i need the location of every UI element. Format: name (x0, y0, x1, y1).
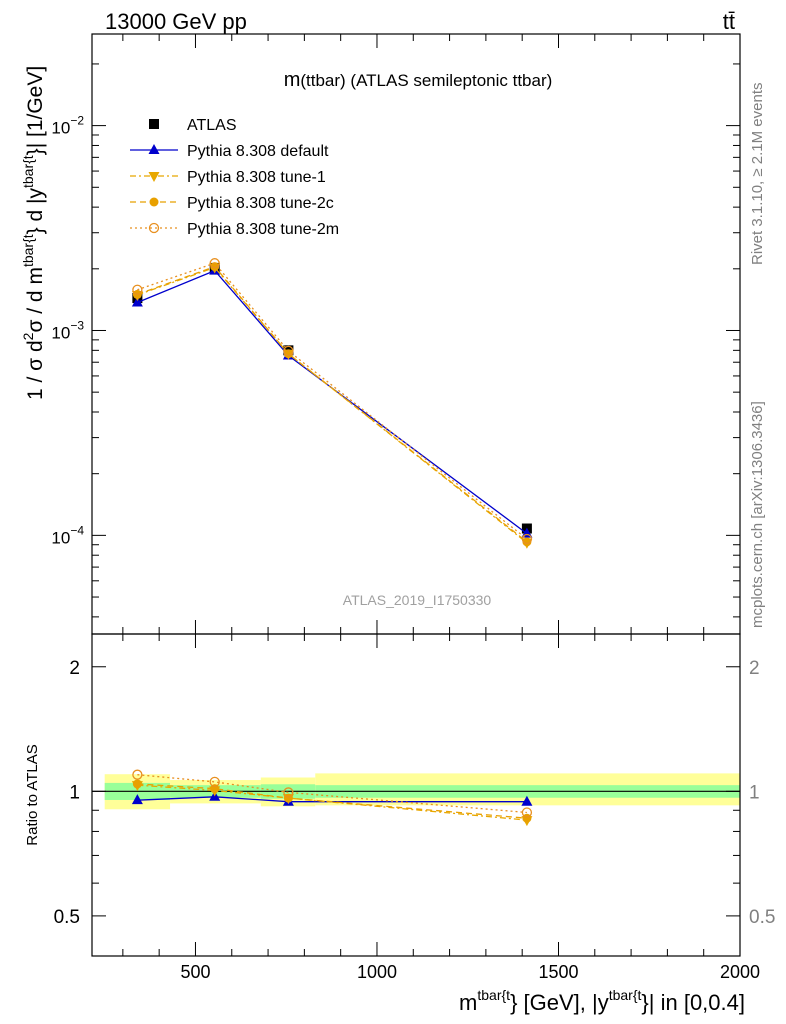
ratio-point (132, 779, 142, 789)
ratio-point (283, 787, 294, 798)
ratio-tick-label-right: 2 (749, 658, 760, 679)
legend: ATLAS Pythia 8.308 default Pythia 8.308 … (130, 117, 339, 238)
y-tick-label: 10−3 (51, 318, 84, 342)
x-tick-label: 2000 (720, 962, 760, 982)
ratio-uncertainty-bands (92, 773, 740, 810)
plot-title: m(ttbar) (ATLAS semileptonic ttbar) (284, 69, 553, 91)
series-line (137, 265, 528, 543)
x-tick-label: 500 (180, 962, 210, 982)
ratio-series-line (137, 784, 527, 821)
data-point (521, 533, 533, 545)
legend-marker-shape (148, 222, 160, 234)
data-point (283, 345, 294, 357)
data-point (283, 349, 293, 359)
data-point (210, 262, 220, 272)
ratio-tick-label-right: 1 (749, 782, 760, 803)
ratio-point (209, 776, 220, 788)
mcplots-label: mcplots.cern.ch [arXiv:1306.3436] (749, 401, 766, 628)
process-label: tt̄ (723, 9, 735, 34)
x-tick-label: 1500 (538, 962, 578, 982)
x-tick-label: 1000 (357, 962, 397, 982)
series-line (137, 266, 528, 544)
y-tick-label: 10−2 (51, 114, 84, 138)
ratio-point (131, 794, 143, 805)
ratio-tick-label: 1 (69, 782, 80, 803)
y-tick-exponent: −4 (70, 523, 84, 537)
y-axis-label: 1 / σ d2σ / d mtbar{t} d |ytbar{t}| [1/G… (20, 66, 47, 400)
legend-label-tune-2m: Pythia 8.308 tune-2m (187, 221, 339, 238)
legend-marker-tune-2c (149, 197, 159, 207)
y-tick-label: 10−4 (51, 523, 84, 547)
legend-marker-shape (149, 197, 159, 207)
ratio-series-line (137, 783, 527, 819)
legend-entry-tune-2m: Pythia 8.308 tune-2m (130, 221, 339, 238)
y-tick-exponent: −3 (70, 318, 84, 332)
legend-marker-default (148, 144, 160, 154)
legend-entry-atlas: ATLAS (149, 117, 237, 134)
legend-entry-tune-1: Pythia 8.308 tune-1 (130, 169, 326, 186)
legend-marker-atlas (149, 119, 159, 129)
y-tick-exponent: −2 (70, 114, 84, 128)
legend-marker-shape (148, 172, 160, 182)
ratio-point (132, 769, 143, 780)
ratio-point (521, 795, 533, 806)
legend-label-default: Pythia 8.308 default (187, 143, 329, 160)
legend-entry-default: Pythia 8.308 default (130, 143, 329, 160)
ratio-y-ticks: 2 2 1 1 0.5 0.5 (54, 658, 776, 928)
ratio-tick-label: 2 (69, 658, 80, 679)
main-panel: 10−210−310−4 m(ttbar) (ATLAS semileptoni… (20, 33, 741, 635)
legend-marker-tune-2m (148, 222, 160, 234)
ratio-y-axis-label: Ratio to ATLAS (24, 744, 41, 845)
data-point (209, 258, 220, 269)
ratio-series (131, 769, 533, 827)
legend-marker-tune-1 (148, 172, 160, 182)
ratio-point (521, 807, 533, 818)
legend-marker-shape (148, 144, 160, 154)
legend-label-tune-1: Pythia 8.308 tune-1 (187, 169, 326, 186)
ratio-series-line (137, 796, 527, 803)
ratio-tick-label-right: 0.5 (749, 907, 775, 928)
legend-entry-tune-2c: Pythia 8.308 tune-2c (130, 195, 334, 212)
rivet-label: Rivet 3.1.10, ≥ 2.1M events (749, 83, 766, 266)
y-tick-base: 10 (51, 119, 70, 138)
series-line (137, 269, 528, 535)
main-series (131, 258, 533, 549)
main-y-ticks: 10−210−310−4 (51, 63, 740, 618)
ratio-tick-label: 0.5 (54, 907, 80, 928)
data-point (522, 537, 532, 547)
legend-marker-shape (149, 119, 159, 129)
series-line (137, 262, 528, 540)
data-point (131, 296, 143, 307)
analysis-watermark: ATLAS_2019_I1750330 (343, 592, 492, 608)
ratio-series-line (137, 774, 527, 814)
ratio-frame (91, 633, 741, 957)
data-point (132, 284, 143, 295)
legend-label-tune-2c: Pythia 8.308 tune-2c (187, 195, 334, 212)
ratio-panel: 2 2 1 1 0.5 0.5 500 1000 1500 2000 Ratio to ATLA… (24, 34, 775, 1015)
y-tick-base: 10 (51, 528, 70, 547)
x-axis-label: mtbar{t} [GeV], |ytbar{t}| in [0,0.4] (459, 987, 745, 1015)
x-ticks: 500 1000 1500 2000 (122, 34, 760, 982)
legend-label-atlas: ATLAS (187, 117, 237, 134)
energy-label: 13000 GeV pp (105, 9, 247, 34)
y-tick-base: 10 (51, 323, 70, 342)
